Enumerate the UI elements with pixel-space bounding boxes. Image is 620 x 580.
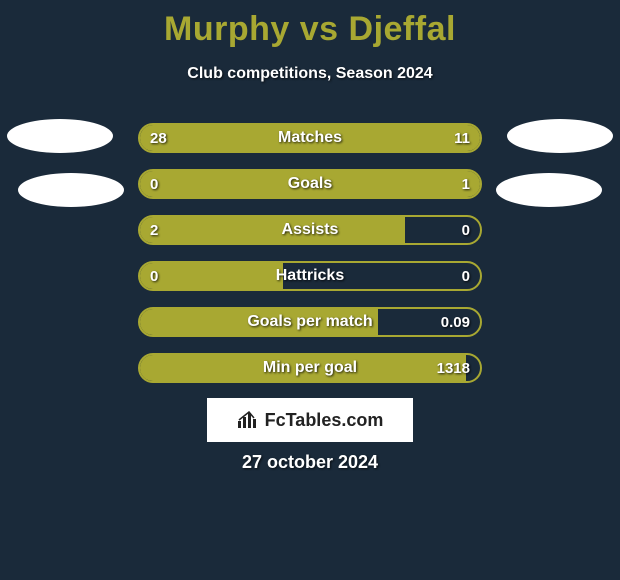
comparison-row: 00Hattricks (138, 261, 482, 291)
bar-value-left: 0 (150, 171, 158, 197)
comparison-row: 01Goals (138, 169, 482, 199)
bar-value-left: 2 (150, 217, 158, 243)
bar-value-left: 0 (150, 263, 158, 289)
bar-fill-left (140, 355, 466, 381)
branding-text: FcTables.com (265, 410, 384, 431)
comparison-row: 2811Matches (138, 123, 482, 153)
branding-badge: FcTables.com (207, 398, 413, 442)
bar-fill-right (201, 171, 480, 197)
bar-value-right: 0 (462, 263, 470, 289)
player-left-avatar-1 (7, 119, 113, 153)
bar-value-right: 1 (462, 171, 470, 197)
bar-value-right: 0.09 (441, 309, 470, 335)
player-right-avatar-1 (507, 119, 613, 153)
comparison-row: 1318Min per goal (138, 353, 482, 383)
bar-fill-left (140, 263, 283, 289)
subtitle: Club competitions, Season 2024 (0, 65, 620, 83)
comparison-row: 0.09Goals per match (138, 307, 482, 337)
page-title: Murphy vs Djeffal (0, 0, 620, 49)
footer-date: 27 october 2024 (0, 452, 620, 473)
bar-value-right: 0 (462, 217, 470, 243)
bar-value-right: 1318 (437, 355, 470, 381)
bar-fill-left (140, 217, 405, 243)
comparison-bars: 2811Matches01Goals20Assists00Hattricks0.… (138, 123, 482, 399)
bar-value-right: 11 (454, 125, 470, 151)
bar-fill-left (140, 309, 378, 335)
bar-fill-left (140, 125, 371, 151)
bar-value-left: 28 (150, 125, 167, 151)
bar-chart-icon (237, 411, 259, 429)
comparison-row: 20Assists (138, 215, 482, 245)
player-left-avatar-2 (18, 173, 124, 207)
player-right-avatar-2 (496, 173, 602, 207)
